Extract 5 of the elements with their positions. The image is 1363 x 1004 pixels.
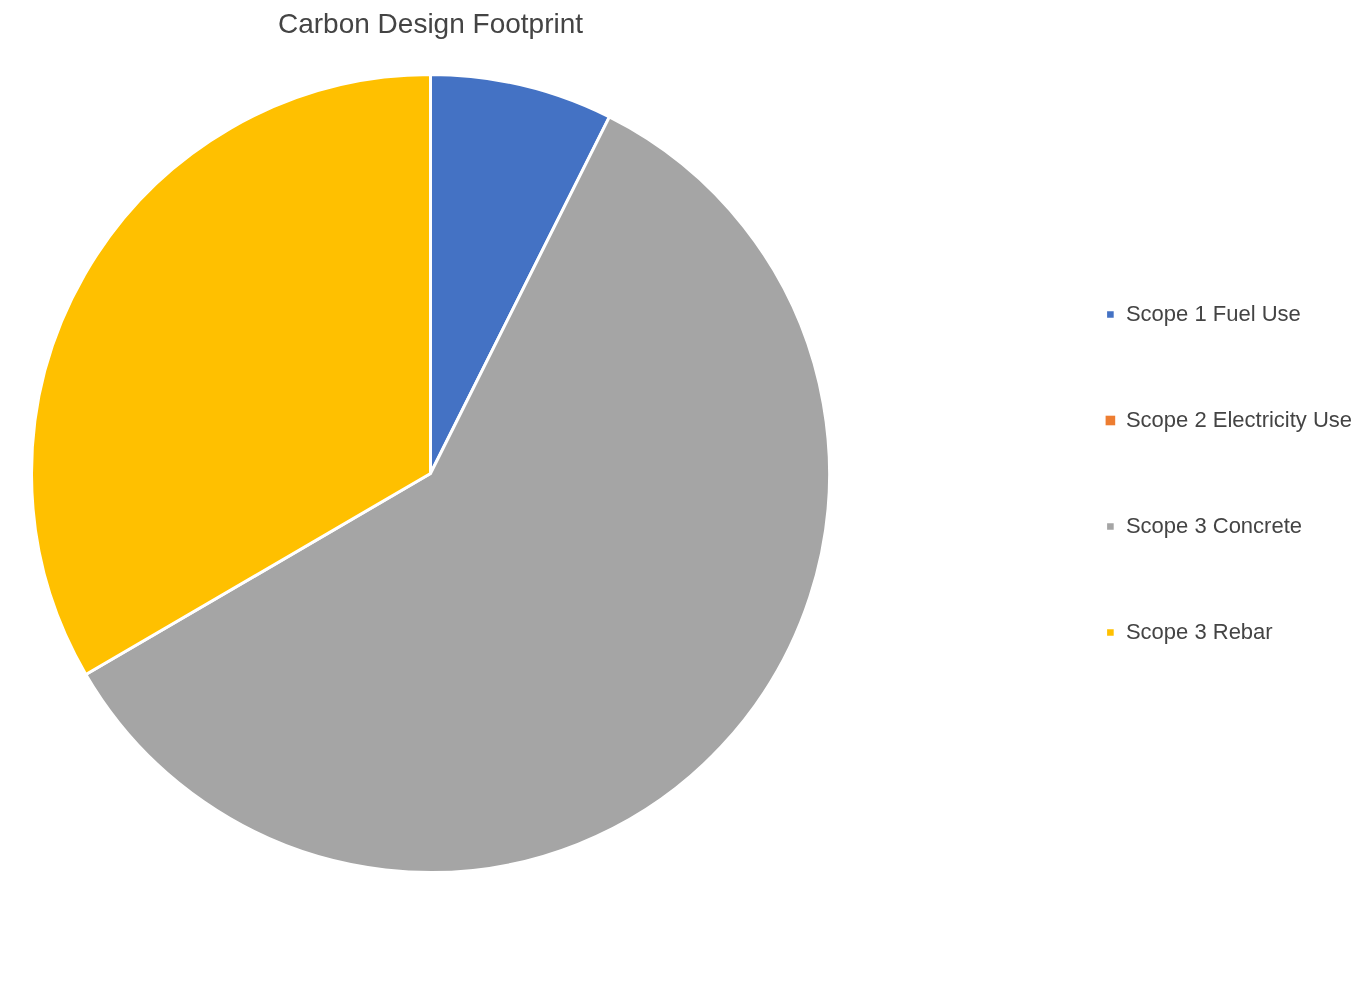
chart-title: Carbon Design Footprint [277,7,584,39]
legend-label: Scope 2 Electricity Use [1125,407,1353,433]
legend-label: Scope 3 Concrete [1125,513,1303,539]
legend-label: Scope 1 Fuel Use [1125,301,1301,327]
legend-label: Scope 3 Rebar [1125,619,1273,645]
